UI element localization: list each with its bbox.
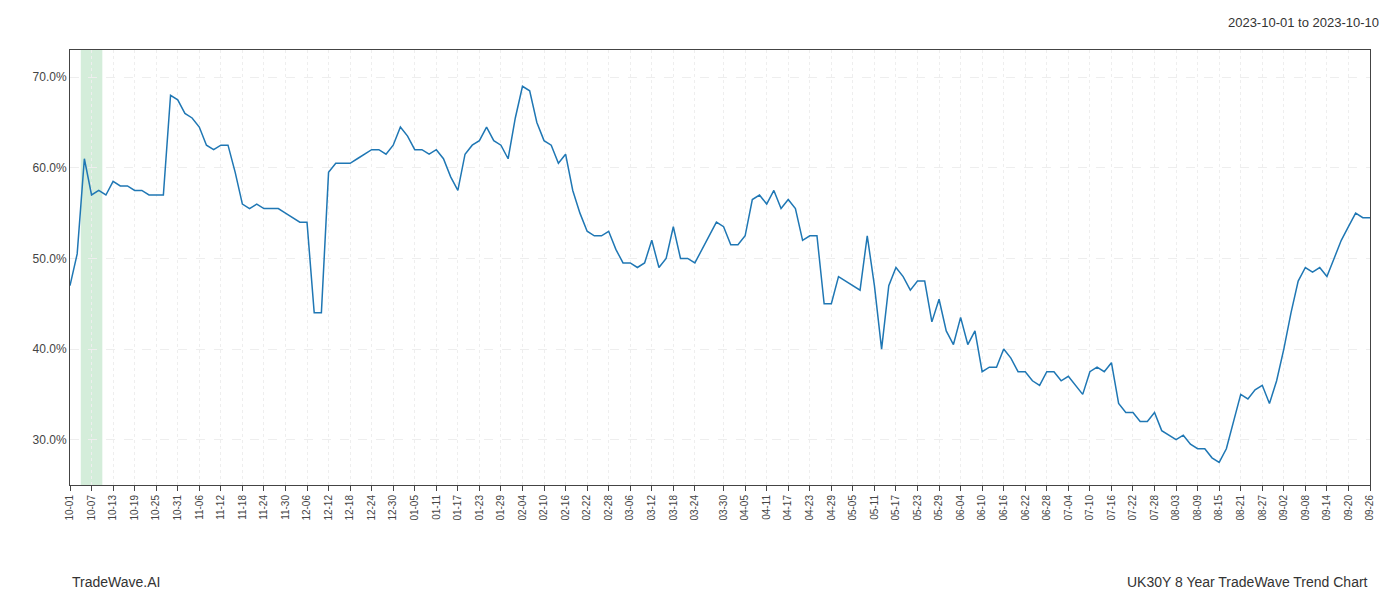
svg-text:02-10: 02-10 [538,495,549,521]
svg-text:11-24: 11-24 [258,495,269,520]
svg-text:10-07: 10-07 [86,495,97,521]
svg-text:06-28: 06-28 [1041,495,1052,521]
svg-text:09-14: 09-14 [1321,495,1332,521]
svg-text:12-30: 12-30 [387,495,398,521]
svg-text:08-15: 08-15 [1213,495,1224,521]
svg-text:03-06: 03-06 [624,495,635,521]
svg-text:07-28: 07-28 [1149,495,1160,521]
svg-text:03-24: 03-24 [689,495,700,521]
svg-text:UK30Y 8 Year TradeWave Trend C: UK30Y 8 Year TradeWave Trend Chart [1127,574,1368,590]
svg-text:08-09: 08-09 [1192,495,1203,521]
svg-text:02-04: 02-04 [517,495,528,521]
svg-text:50.0%: 50.0% [33,252,67,266]
svg-text:30.0%: 30.0% [33,433,67,447]
svg-text:10-19: 10-19 [129,495,140,521]
svg-text:12-18: 12-18 [344,495,355,521]
svg-text:10-25: 10-25 [150,495,161,521]
svg-text:08-27: 08-27 [1257,495,1268,521]
svg-text:04-29: 04-29 [826,495,837,521]
svg-text:02-28: 02-28 [603,495,614,521]
svg-text:09-02: 09-02 [1278,495,1289,521]
svg-text:01-29: 01-29 [495,495,506,521]
svg-text:10-01: 10-01 [64,495,75,521]
svg-text:05-23: 05-23 [912,495,923,521]
svg-text:09-20: 09-20 [1343,495,1354,521]
svg-text:11-12: 11-12 [215,495,226,520]
svg-text:09-08: 09-08 [1300,495,1311,521]
svg-text:12-24: 12-24 [366,495,377,521]
svg-text:12-06: 12-06 [301,495,312,521]
svg-text:06-16: 06-16 [998,495,1009,521]
svg-text:06-10: 06-10 [976,495,987,521]
svg-text:03-30: 03-30 [718,495,729,521]
svg-text:05-05: 05-05 [847,495,858,521]
svg-text:07-22: 07-22 [1127,495,1138,521]
svg-text:11-18: 11-18 [237,495,248,520]
svg-text:11-06: 11-06 [194,495,205,520]
svg-text:07-04: 07-04 [1063,495,1074,521]
svg-text:03-18: 03-18 [668,495,679,521]
svg-text:03-12: 03-12 [646,495,657,521]
svg-text:04-11: 04-11 [761,495,772,520]
svg-text:04-05: 04-05 [739,495,750,521]
svg-text:01-17: 01-17 [452,495,463,521]
svg-text:2023-10-01 to 2023-10-10: 2023-10-01 to 2023-10-10 [1228,15,1379,30]
svg-text:11-30: 11-30 [280,495,291,520]
svg-text:07-10: 07-10 [1084,495,1095,521]
svg-text:05-29: 05-29 [933,495,944,521]
svg-text:08-03: 08-03 [1170,495,1181,521]
svg-text:12-12: 12-12 [323,495,334,521]
svg-text:10-31: 10-31 [172,495,183,521]
svg-text:02-16: 02-16 [560,495,571,521]
svg-text:01-23: 01-23 [474,495,485,521]
svg-text:09-26: 09-26 [1364,495,1375,521]
svg-text:07-16: 07-16 [1106,495,1117,521]
svg-text:06-22: 06-22 [1020,495,1031,521]
svg-text:40.0%: 40.0% [33,342,67,356]
svg-text:04-23: 04-23 [804,495,815,521]
svg-text:70.0%: 70.0% [33,70,67,84]
svg-text:04-17: 04-17 [782,495,793,521]
svg-text:60.0%: 60.0% [33,161,67,175]
svg-text:01-05: 01-05 [409,495,420,521]
svg-text:TradeWave.AI: TradeWave.AI [72,574,160,590]
svg-text:05-11: 05-11 [869,495,880,520]
svg-text:06-04: 06-04 [955,495,966,521]
svg-text:02-22: 02-22 [581,495,592,521]
svg-text:10-13: 10-13 [107,495,118,521]
svg-text:01-11: 01-11 [431,495,442,520]
svg-text:08-21: 08-21 [1235,495,1246,521]
svg-text:05-17: 05-17 [890,495,901,521]
